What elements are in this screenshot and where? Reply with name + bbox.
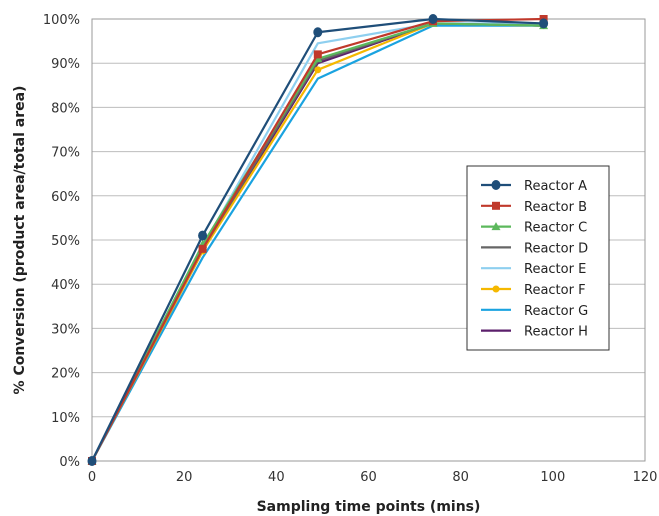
x-tick-label: 100 [540,470,565,485]
data-point [492,285,500,293]
legend-item: Reactor B [481,200,587,215]
y-tick-label: 0% [59,455,80,470]
legend-label: Reactor H [524,325,588,340]
legend-label: Reactor F [524,283,586,298]
legend-label: Reactor D [524,241,588,256]
x-axis-title: Sampling time points (mins) [257,499,481,515]
y-tick-label: 80% [51,101,80,116]
legend-item: Reactor F [481,283,586,298]
legend-box [466,165,610,351]
legend-item: Reactor D [481,241,588,256]
y-tick-label: 50% [51,234,80,249]
legend-item: Reactor H [481,325,588,340]
legend: Reactor A Reactor B Reactor C Reactor D Reac… [466,165,610,351]
data-point [198,230,208,241]
legend-label: Reactor A [524,179,587,194]
y-tick-label: 20% [51,367,80,382]
series-reactor-a [87,14,549,466]
data-point [87,456,97,466]
x-tick-label: 0 [88,470,96,485]
data-point [313,27,323,38]
y-tick-label: 10% [51,411,80,426]
x-tick-label: 40 [268,470,285,485]
legend-item: Reactor A [481,179,587,194]
data-point [539,18,549,29]
y-tick-labels: 0% 10% 20% 30% 40% 50% 60% 70% 80% 90% 100% [43,13,80,470]
data-point [428,14,438,24]
plot-frame [91,18,646,462]
legend-item: Reactor G [481,304,588,319]
data-point [198,244,207,253]
y-axis-title: % Conversion (product area/total area) [12,86,28,395]
y-tick-label: 70% [51,146,80,161]
axes [91,18,646,462]
y-tick-label: 90% [51,57,80,72]
legend-label: Reactor E [524,262,586,277]
x-tick-labels: 0 20 40 60 80 100 120 [88,470,658,485]
data-point [491,222,501,231]
series-reactor-g [91,24,544,462]
data-point [314,66,322,74]
x-tick-label: 60 [360,470,377,485]
data-point [313,50,322,59]
data-point [492,201,500,210]
x-tick-label: 80 [452,470,469,485]
data-point [491,180,501,190]
y-tick-label: 40% [51,278,80,293]
x-tick-label: 20 [176,470,193,485]
legend-item: Reactor C [481,221,587,236]
y-tick-label: 30% [51,322,80,337]
series-lines [87,14,549,466]
series-line [91,24,544,462]
y-tick-label: 100% [43,13,80,28]
legend-label: Reactor G [524,304,588,319]
legend-label: Reactor C [524,221,587,236]
x-tick-label: 120 [633,470,658,485]
legend-item: Reactor E [481,262,586,277]
legend-label: Reactor B [524,200,587,215]
y-tick-label: 60% [51,190,80,205]
